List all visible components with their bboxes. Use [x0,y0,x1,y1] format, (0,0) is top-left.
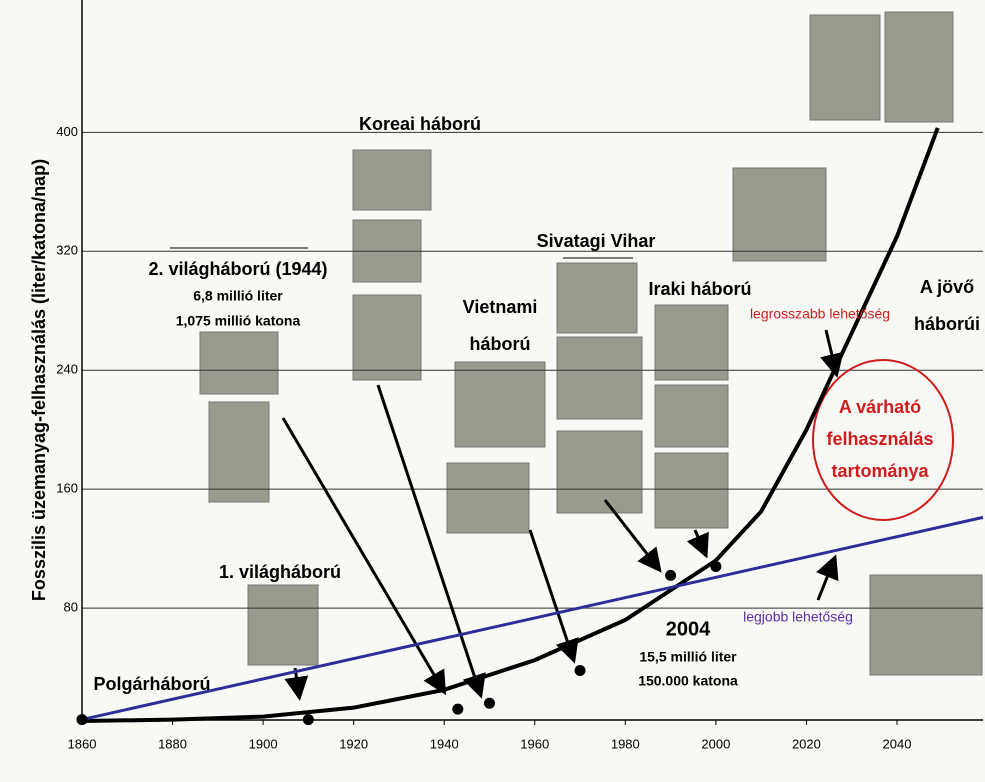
photo [352,294,422,381]
photo [247,584,319,666]
arrow [376,384,486,699]
photo [556,430,643,514]
x-tick-label: 1860 [68,736,97,751]
x-tick-label: 2000 [701,736,730,751]
photo [352,149,432,211]
x-tick-label: 1960 [520,736,549,751]
annotation: tartománya [831,461,929,481]
y-tick-label: 160 [56,481,78,496]
photo [654,384,729,448]
annotation: háború [470,334,531,354]
annotation: A jövő [920,277,974,297]
data-point [483,697,495,709]
y-tick-label: 400 [56,124,78,139]
annotation: A várható [839,397,921,417]
annotation: 1,075 millió katona [176,313,301,329]
y-tick-label: 240 [56,362,78,377]
annotation: Vietnami [463,297,538,317]
photo [884,11,954,123]
photo [732,167,827,262]
range-ellipse [812,359,954,521]
x-tick-label: 1880 [158,736,187,751]
data-point [76,714,88,726]
photo [809,14,881,121]
x-tick-label: 2020 [792,736,821,751]
annotation: 2004 [666,618,711,640]
x-tick-label: 1900 [249,736,278,751]
x-tick-label: 1920 [339,736,368,751]
series-label: legrosszabb lehetőség [750,306,890,322]
annotation: 150.000 katona [638,673,738,689]
marks [76,127,984,726]
annotation: Koreai háború [359,114,481,134]
annotation: Iraki háború [648,279,751,299]
photo [654,452,729,529]
data-point [574,665,586,677]
arrow [820,329,844,378]
y-axis-label: Fosszilis üzemanyag-felhasználás (liter/… [29,159,49,601]
y-tick-label: 80 [64,600,78,615]
arrow [686,529,709,559]
labels: 80 160 240 320 400 1860 1880 1900 1920 1940 1960 19… [29,114,980,752]
x-tick-label: 1980 [611,736,640,751]
series-line [81,515,984,722]
annotation: 15,5 millió liter [639,649,737,665]
y-tick-label: 320 [56,243,78,258]
x-tick-label: 1940 [430,736,459,751]
photos [199,11,983,676]
arrow [816,554,839,601]
annotation: felhasználás [826,429,933,449]
photo [556,262,638,334]
annotation: 2. világháború (1944) [148,259,327,279]
arrow [603,499,662,573]
arrow [528,529,579,664]
series-line [81,127,940,724]
annotation: 1. világháború [219,562,341,582]
photo [208,401,270,503]
photo [446,462,530,534]
photo [556,336,643,420]
photo [869,574,983,676]
annotation: háborúi [914,314,980,334]
data-point [452,703,464,715]
annotation: 6,8 millió liter [193,288,283,304]
data-point [665,569,677,581]
photo [199,331,279,395]
annotation: Polgárháború [93,674,210,694]
annotation: Sivatagi Vihar [537,231,656,251]
photo [454,361,546,448]
data-point [710,560,722,572]
series-label: legjobb lehetőség [743,609,853,625]
photo [654,304,729,381]
x-tick-label: 2040 [883,736,912,751]
data-point [302,714,314,726]
